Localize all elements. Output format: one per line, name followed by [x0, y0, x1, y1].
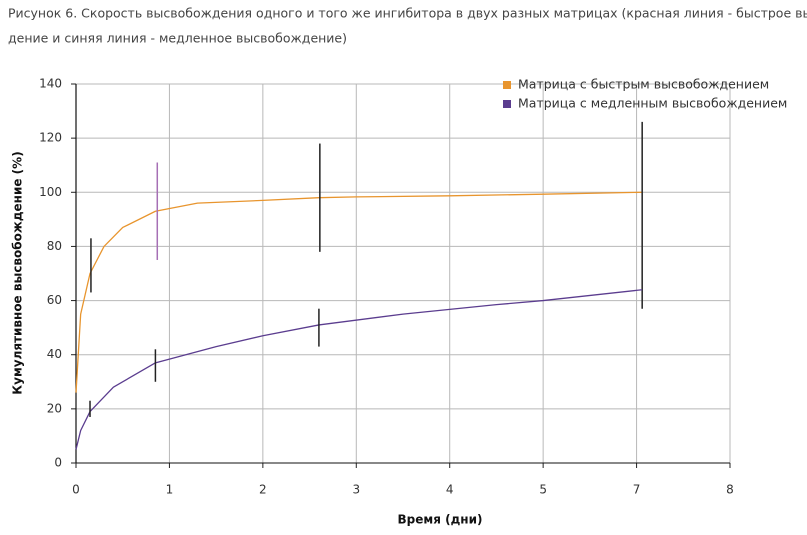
- x-tick-label: 7: [633, 483, 641, 497]
- legend-label: Матрица с медленным высвобождением: [518, 96, 787, 111]
- legend-swatch: [503, 100, 511, 108]
- y-tick-label: 140: [39, 77, 62, 91]
- legend-label: Матрица с быстрым высвобождением: [518, 77, 769, 92]
- x-tick-label: 5: [539, 483, 547, 497]
- series-line: [75, 191, 643, 393]
- chart-title-line: дение и синяя линия - медленное высвобож…: [8, 31, 347, 46]
- y-tick-label: 120: [39, 131, 62, 145]
- y-tick-label: 0: [54, 456, 62, 470]
- y-tick-label: 80: [47, 239, 62, 253]
- x-tick-label: 2: [259, 483, 267, 497]
- x-tick-label: 3: [352, 483, 360, 497]
- x-tick-label: 4: [446, 483, 454, 497]
- chart-title-line: Рисунок 6. Скорость высвобождения одного…: [8, 6, 807, 21]
- y-axis-label: Кумулятивное высвобождение (%): [11, 151, 25, 394]
- y-tick-label: 20: [47, 401, 62, 415]
- legend-swatch: [503, 81, 511, 89]
- x-tick-label: 8: [726, 483, 734, 497]
- y-tick-label: 40: [47, 347, 62, 361]
- x-tick-label: 1: [166, 483, 174, 497]
- series-line: [75, 289, 643, 450]
- y-tick-label: 60: [47, 293, 62, 307]
- x-tick-label: 0: [72, 483, 80, 497]
- x-axis-label: Время (дни): [398, 513, 483, 527]
- y-tick-label: 100: [39, 185, 62, 199]
